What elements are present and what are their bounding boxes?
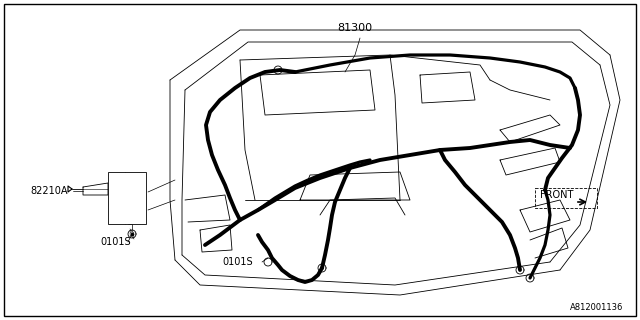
Text: 0101S: 0101S bbox=[100, 237, 131, 247]
Text: 81300: 81300 bbox=[337, 23, 372, 33]
Bar bbox=[535, 188, 597, 208]
Text: FRONT: FRONT bbox=[540, 190, 573, 200]
Bar bbox=[108, 172, 146, 224]
Text: 0101S: 0101S bbox=[222, 257, 253, 267]
Text: A812001136: A812001136 bbox=[570, 303, 623, 313]
Text: 82210A: 82210A bbox=[30, 186, 67, 196]
